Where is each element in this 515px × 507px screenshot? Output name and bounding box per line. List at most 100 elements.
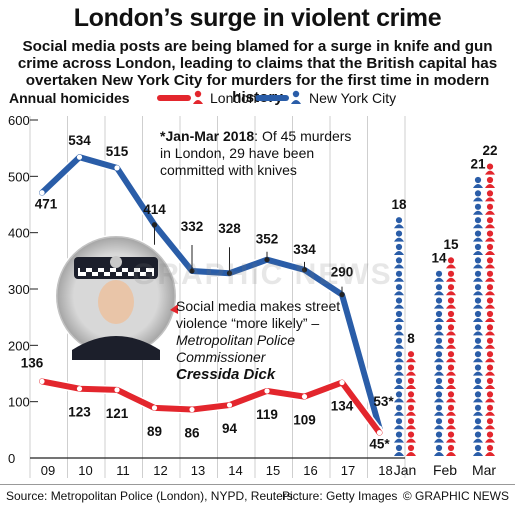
nyc-point (339, 292, 345, 298)
london-person-icon (446, 264, 456, 269)
london-person-icon (486, 243, 494, 251)
london-person-icon (486, 337, 494, 344)
london-person-icon (407, 404, 415, 411)
london-person-icon (447, 310, 455, 318)
london-person-icon (485, 371, 495, 376)
london-person-icon (485, 277, 495, 282)
london-person-icon (485, 331, 495, 336)
london-month-value: 15 (443, 237, 459, 252)
nyc-person-icon (394, 344, 404, 349)
nyc-person-icon (474, 284, 482, 291)
nyc-person-icon (395, 270, 403, 277)
london-person-icon (485, 425, 495, 430)
nyc-person-icon (395, 418, 403, 425)
nyc-person-icon (435, 418, 443, 425)
nyc-person-icon (473, 438, 483, 443)
london-data-label: 136 (21, 355, 44, 370)
london-person-icon (446, 358, 456, 363)
london-person-icon (447, 418, 455, 425)
nyc-person-icon (473, 304, 483, 309)
nyc-person-icon (473, 331, 483, 336)
nyc-person-icon (474, 418, 482, 425)
london-person-icon (485, 438, 495, 443)
london-person-icon (485, 304, 495, 309)
nyc-person-icon (435, 351, 443, 358)
nyc-person-icon (435, 391, 443, 398)
nyc-data-label: 53* (373, 394, 394, 409)
london-person-icon (486, 217, 494, 224)
quote-name: Cressida Dick (176, 366, 276, 383)
london-person-icon (446, 385, 456, 389)
nyc-person-icon (474, 324, 482, 331)
x-tick-label: 11 (116, 463, 130, 478)
x-tick-label: 13 (191, 463, 205, 478)
nyc-person-icon (434, 344, 444, 349)
london-data-label: 134 (331, 399, 354, 414)
london-person-icon (447, 270, 455, 277)
y-tick-label: 100 (8, 395, 30, 410)
london-person-icon (486, 404, 494, 411)
nyc-person-icon (395, 351, 403, 358)
london-person-icon (485, 170, 495, 175)
footer-brand: © GRAPHIC NEWS (402, 489, 509, 503)
nyc-month-value: 14 (431, 250, 447, 265)
page-subtitle: Social media posts are being blamed for … (17, 38, 498, 106)
london-person-icon (485, 210, 495, 215)
london-person-icon (446, 304, 456, 309)
nyc-person-icon (394, 411, 404, 416)
london-person-icon (485, 197, 495, 202)
london-person-icon (447, 257, 455, 264)
nyc-person-icon (394, 277, 404, 282)
nyc-person-icon (434, 277, 444, 282)
london-person-icon (447, 444, 455, 452)
london-person-icon (486, 418, 494, 425)
nyc-person-icon (474, 257, 482, 264)
london-data-label: 119 (256, 407, 278, 422)
nyc-person-icon (435, 404, 443, 411)
london-person-icon (485, 452, 495, 456)
nyc-point (264, 257, 270, 263)
nyc-person-icon (473, 197, 483, 202)
nyc-point (151, 222, 158, 228)
london-person-icon (485, 237, 495, 242)
y-tick-label: 600 (8, 113, 30, 128)
legend-nyc-icon (255, 90, 301, 104)
nyc-point (301, 267, 308, 273)
nyc-person-icon (434, 331, 444, 336)
london-person-icon (406, 452, 416, 456)
nyc-person-icon (434, 358, 444, 363)
london-person-icon (447, 391, 455, 398)
london-person-icon (447, 351, 455, 358)
x-tick-label: 12 (153, 463, 167, 478)
london-person-icon (486, 230, 494, 237)
month-label: Feb (433, 462, 457, 478)
nyc-data-label: 332 (181, 219, 204, 234)
legend-london-label: London (210, 90, 257, 106)
london-person-icon (407, 391, 415, 398)
london-data-label: 123 (68, 405, 91, 420)
nyc-person-icon (394, 358, 404, 363)
nyc-person-icon (434, 304, 444, 309)
london-person-icon (486, 203, 494, 210)
nyc-person-icon (473, 184, 483, 188)
london-person-icon (486, 431, 494, 438)
nyc-person-icon (474, 364, 482, 371)
london-data-label: 86 (184, 426, 200, 441)
nyc-person-icon (434, 452, 444, 456)
nyc-person-icon (395, 431, 403, 438)
nyc-person-icon (395, 404, 403, 411)
london-person-icon (486, 257, 494, 264)
nyc-person-icon (474, 203, 482, 210)
london-line (39, 378, 383, 436)
london-person-icon (486, 324, 494, 331)
nyc-person-icon (473, 277, 483, 282)
nyc-person-icon (435, 297, 443, 304)
nyc-person-icon (473, 318, 483, 322)
annotation-note-bold: *Jan-Mar 2018 (160, 128, 255, 144)
nyc-person-icon (474, 444, 482, 452)
nyc-person-icon (474, 297, 482, 304)
nyc-person-icon (395, 337, 403, 344)
london-person-icon (446, 411, 456, 416)
nyc-person-icon (395, 391, 403, 398)
london-point (339, 379, 345, 386)
